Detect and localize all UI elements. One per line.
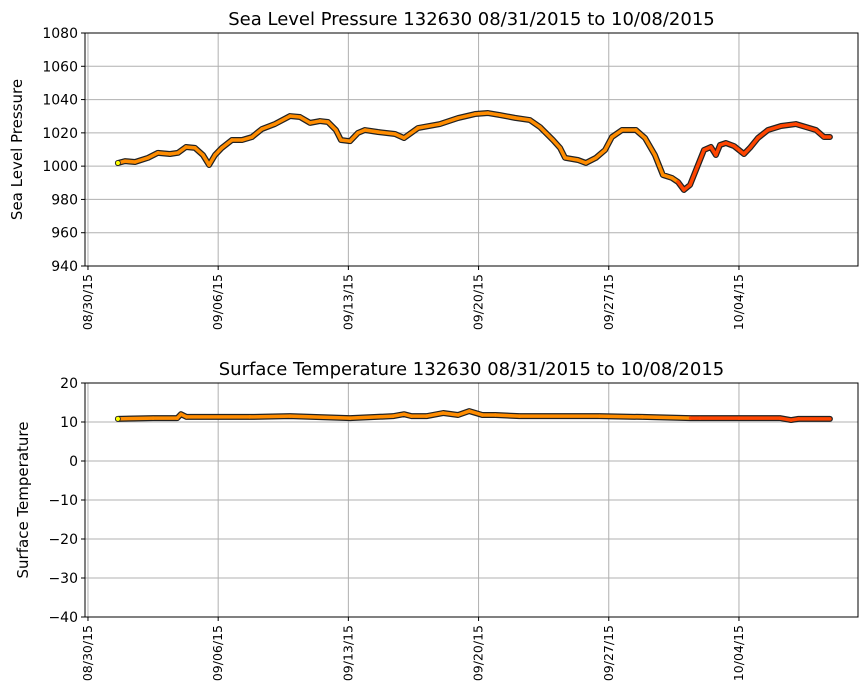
axes-frame xyxy=(84,382,859,618)
series-segment xyxy=(528,118,542,129)
x-tick-label: 09/06/15 xyxy=(210,274,225,330)
series-segment xyxy=(363,128,380,134)
y-tick-label: 1000 xyxy=(42,159,78,175)
x-tick-label: 10/04/15 xyxy=(731,274,746,330)
y-tick-label: 960 xyxy=(51,226,78,242)
series-segment xyxy=(603,135,614,152)
series-segment xyxy=(248,414,292,419)
series-segment xyxy=(334,128,343,142)
x-tick-label: 09/13/15 xyxy=(340,625,355,681)
series-segment xyxy=(694,148,706,172)
y-tick-label: −30 xyxy=(48,571,78,587)
y-tick-label: 1060 xyxy=(42,59,78,75)
x-tick-label: 09/13/15 xyxy=(340,274,355,330)
series-segment xyxy=(493,413,522,418)
y-tick-label: 0 xyxy=(69,454,78,470)
series-segment xyxy=(597,414,644,419)
chart-title: Sea Level Pressure 132630 08/31/2015 to … xyxy=(228,9,715,30)
series-segment xyxy=(416,122,442,130)
series-segment xyxy=(456,409,472,417)
series-segment xyxy=(376,130,397,136)
series-segment xyxy=(538,125,555,142)
series-segment xyxy=(467,409,485,417)
y-tick-label: −20 xyxy=(48,532,78,548)
series-segment xyxy=(814,128,826,139)
axes-frame xyxy=(84,32,859,267)
series-segment xyxy=(391,412,406,418)
y-axis-label: Surface Temperature xyxy=(14,422,32,579)
series-segment xyxy=(348,131,360,143)
series-segment xyxy=(260,122,277,131)
series-segment xyxy=(220,138,234,150)
series-segment xyxy=(133,156,150,164)
y-tick-label: 1020 xyxy=(42,126,78,142)
x-tick-label: 08/30/15 xyxy=(80,625,95,681)
y-axis-label: Sea Level Pressure xyxy=(8,79,26,220)
series-segment xyxy=(326,120,338,132)
series-segment xyxy=(688,168,698,187)
x-tick-label: 08/30/15 xyxy=(80,274,95,330)
series-segment xyxy=(653,153,665,177)
series-segment xyxy=(438,116,460,126)
series-segment xyxy=(298,115,312,125)
series-segment xyxy=(766,124,783,132)
series-segment xyxy=(250,127,264,139)
x-tick-label: 09/20/15 xyxy=(471,274,486,330)
series-segment xyxy=(732,144,746,156)
chart-title: Surface Temperature 132630 08/31/2015 to… xyxy=(219,359,724,380)
chart-panel-2: 08/30/15 09/06/15 09/13/15 09/20/15 09/27/15… xyxy=(14,359,859,681)
y-tick-label: 940 xyxy=(51,259,78,275)
series-segment xyxy=(756,128,770,140)
series-line-edge xyxy=(114,110,833,193)
series-start-point xyxy=(115,415,121,422)
series-segment xyxy=(288,414,352,420)
series-segment xyxy=(498,113,517,120)
series-segment xyxy=(424,411,445,418)
series-segment xyxy=(563,156,580,162)
series-segment xyxy=(551,138,562,150)
series-segment xyxy=(643,136,657,157)
y-tick-label: 1040 xyxy=(42,93,78,109)
series-segment xyxy=(348,414,395,420)
y-tick-label: 20 xyxy=(60,376,78,392)
y-tick-label: 980 xyxy=(51,192,78,208)
x-tick-label: 09/27/15 xyxy=(601,274,616,330)
series-segment xyxy=(594,148,607,160)
series-segment xyxy=(779,122,798,128)
series-segment xyxy=(513,116,532,122)
series-segment xyxy=(558,146,567,160)
series-segment xyxy=(748,136,760,150)
series-segment xyxy=(273,114,292,126)
y-tick-label: 1080 xyxy=(42,26,78,42)
series-segment xyxy=(146,151,160,160)
series-segment xyxy=(402,126,420,140)
series-segment xyxy=(473,111,490,116)
y-tick-label: 10 xyxy=(60,415,78,431)
series-segment xyxy=(456,112,477,120)
x-tick-label: 09/27/15 xyxy=(601,625,616,681)
x-tick-label: 10/04/15 xyxy=(731,625,746,681)
series-segment xyxy=(207,153,217,167)
series-segment xyxy=(778,416,793,422)
series-segment xyxy=(634,128,647,140)
y-tick-label: −40 xyxy=(48,610,78,626)
series-segment xyxy=(714,143,722,157)
x-tick-label: 09/06/15 xyxy=(210,625,225,681)
series-segment xyxy=(156,151,172,156)
series-segment xyxy=(610,128,624,139)
series-start-point xyxy=(115,160,121,166)
x-tick-label: 09/20/15 xyxy=(471,625,486,681)
series-segment xyxy=(441,411,460,417)
series-segment xyxy=(584,156,598,165)
y-tick-label: −10 xyxy=(48,493,78,509)
chart-panel-1: 08/30/15 09/06/15 09/13/15 09/20/15 09/27/15… xyxy=(8,9,859,330)
series-segment xyxy=(193,146,205,157)
series-segment xyxy=(640,415,693,420)
series-segment xyxy=(116,416,155,421)
series-segment xyxy=(486,111,502,117)
